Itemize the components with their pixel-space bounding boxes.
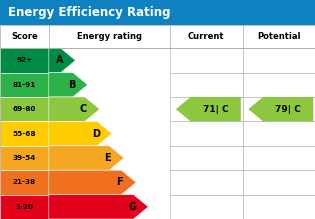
Bar (170, 195, 243, 219)
Text: A: A (55, 55, 63, 65)
Bar (170, 97, 243, 121)
Polygon shape (49, 97, 100, 121)
Bar (170, 170, 243, 195)
Bar (170, 48, 243, 72)
Text: E: E (105, 153, 111, 163)
Bar (0, 121, 49, 146)
Bar (243, 146, 315, 170)
Bar (243, 121, 315, 146)
Polygon shape (49, 48, 76, 72)
Text: 21-38: 21-38 (13, 179, 36, 185)
Bar (243, 170, 315, 195)
Bar (243, 72, 315, 97)
Polygon shape (49, 121, 112, 146)
Text: Score: Score (11, 32, 38, 41)
Bar (243, 195, 315, 219)
Text: 69-80: 69-80 (13, 106, 36, 112)
Bar (0, 170, 49, 195)
Polygon shape (49, 146, 124, 170)
Text: 1-20: 1-20 (15, 204, 33, 210)
Bar (0, 48, 315, 219)
Text: Energy Efficiency Rating: Energy Efficiency Rating (8, 6, 170, 19)
Bar (0, 0, 315, 25)
Text: 92+: 92+ (16, 57, 32, 63)
Bar (0, 97, 49, 121)
Text: Current: Current (188, 32, 225, 41)
Bar (243, 97, 315, 121)
Text: 71| C: 71| C (203, 105, 229, 114)
Text: Potential: Potential (257, 32, 301, 41)
Polygon shape (49, 170, 136, 195)
Bar (170, 72, 243, 97)
Text: 55-68: 55-68 (13, 131, 36, 137)
Text: B: B (68, 80, 75, 90)
Bar (0, 48, 49, 72)
Text: Energy rating: Energy rating (77, 32, 142, 41)
Bar (170, 146, 243, 170)
Bar (170, 121, 243, 146)
Text: F: F (117, 177, 123, 187)
Text: D: D (92, 129, 100, 139)
Text: 79| C: 79| C (275, 105, 301, 114)
Polygon shape (248, 97, 313, 121)
Bar (0, 146, 49, 170)
Bar (0, 72, 49, 97)
Polygon shape (176, 97, 241, 121)
Text: 39-54: 39-54 (13, 155, 36, 161)
Text: C: C (80, 104, 87, 114)
Bar (0, 195, 49, 219)
Text: 81-91: 81-91 (13, 82, 36, 88)
Polygon shape (49, 72, 88, 97)
Polygon shape (49, 195, 148, 219)
Bar (0, 25, 315, 48)
Text: G: G (128, 202, 136, 212)
Bar (243, 48, 315, 72)
